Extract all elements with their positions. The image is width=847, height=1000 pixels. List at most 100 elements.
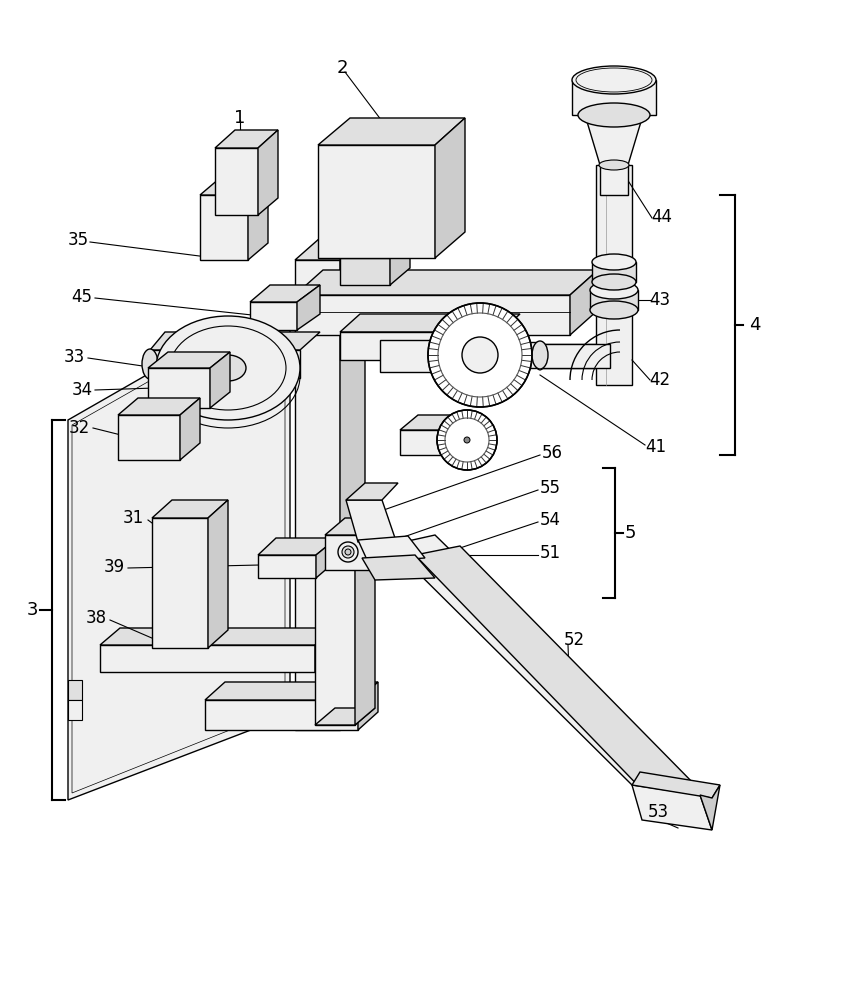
Polygon shape xyxy=(600,165,628,195)
Polygon shape xyxy=(540,344,610,368)
Polygon shape xyxy=(700,785,720,830)
Polygon shape xyxy=(362,555,435,580)
Ellipse shape xyxy=(590,301,638,319)
Polygon shape xyxy=(295,260,340,730)
Ellipse shape xyxy=(592,274,636,290)
Text: 4: 4 xyxy=(750,316,761,334)
Polygon shape xyxy=(358,682,378,730)
Polygon shape xyxy=(632,772,720,798)
Polygon shape xyxy=(415,546,700,800)
Text: 35: 35 xyxy=(68,231,89,249)
Polygon shape xyxy=(585,115,643,165)
Text: 31: 31 xyxy=(122,509,144,527)
Ellipse shape xyxy=(142,349,158,379)
Polygon shape xyxy=(250,285,320,302)
Polygon shape xyxy=(210,352,230,408)
Text: 54: 54 xyxy=(540,511,561,529)
Ellipse shape xyxy=(578,103,650,127)
Polygon shape xyxy=(315,565,355,725)
Polygon shape xyxy=(480,342,540,368)
Polygon shape xyxy=(258,130,278,215)
Text: 41: 41 xyxy=(645,438,667,456)
Polygon shape xyxy=(248,178,268,260)
Circle shape xyxy=(338,542,358,562)
Polygon shape xyxy=(370,518,388,570)
Polygon shape xyxy=(297,285,320,330)
Polygon shape xyxy=(258,555,316,578)
Polygon shape xyxy=(200,195,248,260)
Text: 42: 42 xyxy=(650,371,671,389)
Polygon shape xyxy=(150,332,320,350)
Text: 3: 3 xyxy=(26,601,38,619)
Polygon shape xyxy=(380,340,465,372)
Text: 32: 32 xyxy=(69,419,90,437)
Text: 52: 52 xyxy=(563,631,584,649)
Polygon shape xyxy=(100,628,335,645)
Text: 39: 39 xyxy=(103,558,125,576)
Polygon shape xyxy=(295,238,365,260)
Circle shape xyxy=(464,437,470,443)
Polygon shape xyxy=(346,483,398,500)
Polygon shape xyxy=(148,368,210,408)
Polygon shape xyxy=(180,398,200,460)
Ellipse shape xyxy=(532,341,548,369)
Text: 33: 33 xyxy=(64,348,85,366)
Polygon shape xyxy=(596,165,632,385)
Ellipse shape xyxy=(534,342,546,370)
Polygon shape xyxy=(340,258,390,285)
Circle shape xyxy=(345,549,351,555)
Polygon shape xyxy=(258,538,337,555)
Text: 44: 44 xyxy=(651,208,673,226)
Polygon shape xyxy=(390,535,680,785)
Text: 56: 56 xyxy=(541,444,562,462)
Text: 5: 5 xyxy=(624,524,636,542)
Polygon shape xyxy=(215,130,278,148)
Polygon shape xyxy=(100,645,315,672)
Polygon shape xyxy=(340,314,520,332)
Text: 2: 2 xyxy=(336,59,348,77)
Polygon shape xyxy=(400,415,468,430)
Text: 1: 1 xyxy=(235,109,246,127)
Polygon shape xyxy=(340,238,365,730)
Polygon shape xyxy=(632,785,712,830)
Polygon shape xyxy=(208,500,228,648)
Polygon shape xyxy=(68,680,82,700)
Polygon shape xyxy=(152,500,228,518)
Polygon shape xyxy=(205,682,378,700)
Ellipse shape xyxy=(592,254,636,270)
Polygon shape xyxy=(316,538,337,578)
Ellipse shape xyxy=(572,66,656,94)
Polygon shape xyxy=(325,535,370,570)
Polygon shape xyxy=(325,518,388,535)
Text: 43: 43 xyxy=(650,291,671,309)
Polygon shape xyxy=(295,295,570,335)
Polygon shape xyxy=(118,415,180,460)
Text: 51: 51 xyxy=(540,544,561,562)
Polygon shape xyxy=(68,330,290,800)
Polygon shape xyxy=(118,398,200,415)
Ellipse shape xyxy=(437,410,497,470)
Circle shape xyxy=(476,351,484,359)
Ellipse shape xyxy=(599,160,629,170)
Polygon shape xyxy=(315,708,375,725)
Polygon shape xyxy=(318,118,465,145)
Polygon shape xyxy=(205,700,358,730)
Polygon shape xyxy=(570,270,598,335)
Polygon shape xyxy=(346,500,395,542)
Ellipse shape xyxy=(428,303,532,407)
Polygon shape xyxy=(150,350,300,378)
Circle shape xyxy=(342,546,354,558)
Polygon shape xyxy=(358,536,425,562)
Polygon shape xyxy=(315,628,335,672)
Text: 38: 38 xyxy=(86,609,107,627)
Ellipse shape xyxy=(462,337,498,373)
Polygon shape xyxy=(340,242,410,258)
Polygon shape xyxy=(200,178,268,195)
Polygon shape xyxy=(340,332,500,360)
Polygon shape xyxy=(295,270,598,295)
Polygon shape xyxy=(572,80,656,115)
Polygon shape xyxy=(148,352,230,368)
Ellipse shape xyxy=(156,316,300,420)
Polygon shape xyxy=(68,700,82,720)
Ellipse shape xyxy=(590,281,638,299)
